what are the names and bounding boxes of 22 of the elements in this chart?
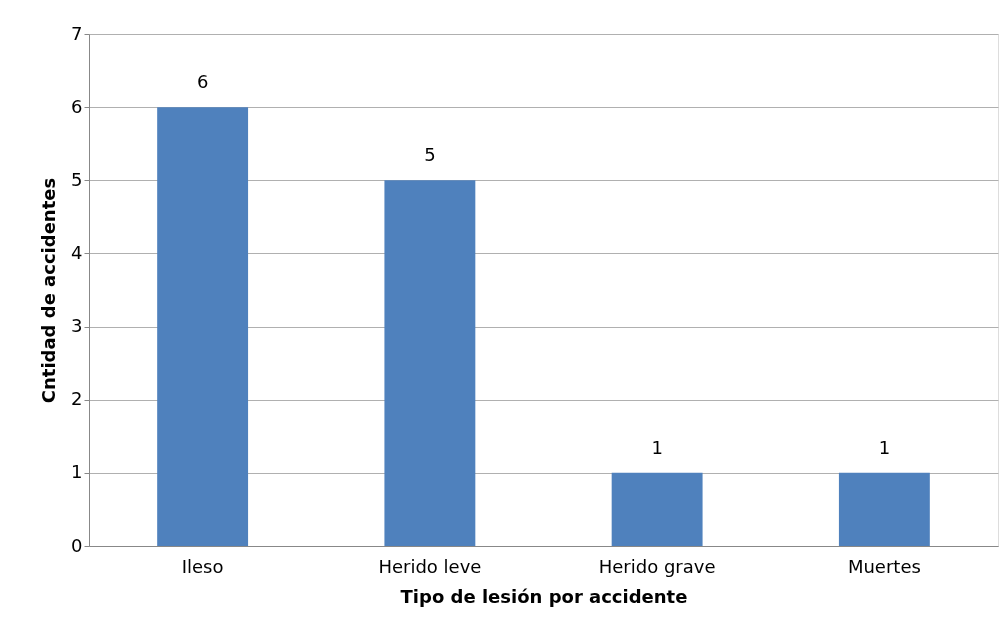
x-tick-label: Ileso: [181, 555, 224, 577]
x-axis-title: Tipo de lesión por accidente: [400, 585, 688, 607]
data-label: 1: [878, 436, 891, 458]
bar: [838, 472, 930, 546]
x-tick-label: Herido grave: [598, 555, 716, 577]
y-tick-label: 1: [71, 461, 83, 483]
data-label: 5: [424, 144, 436, 166]
y-tick-label: 3: [71, 315, 83, 337]
y-tick-label: 6: [71, 95, 83, 117]
x-tick-label: Muertes: [847, 555, 921, 577]
bar: [384, 180, 476, 546]
y-tick-label: 4: [71, 241, 83, 263]
y-tick-label: 7: [71, 22, 83, 44]
y-tick-label: 0: [71, 534, 83, 556]
y-tick-label: 2: [71, 388, 83, 410]
y-axis-title: Cntidad de accidentes: [38, 177, 60, 404]
data-label: 1: [651, 436, 663, 458]
data-label: 6: [196, 71, 209, 93]
y-tick-label: 5: [71, 168, 83, 190]
bar: [611, 472, 703, 546]
bar: [157, 107, 249, 546]
x-tick-label: Herido leve: [378, 555, 482, 577]
